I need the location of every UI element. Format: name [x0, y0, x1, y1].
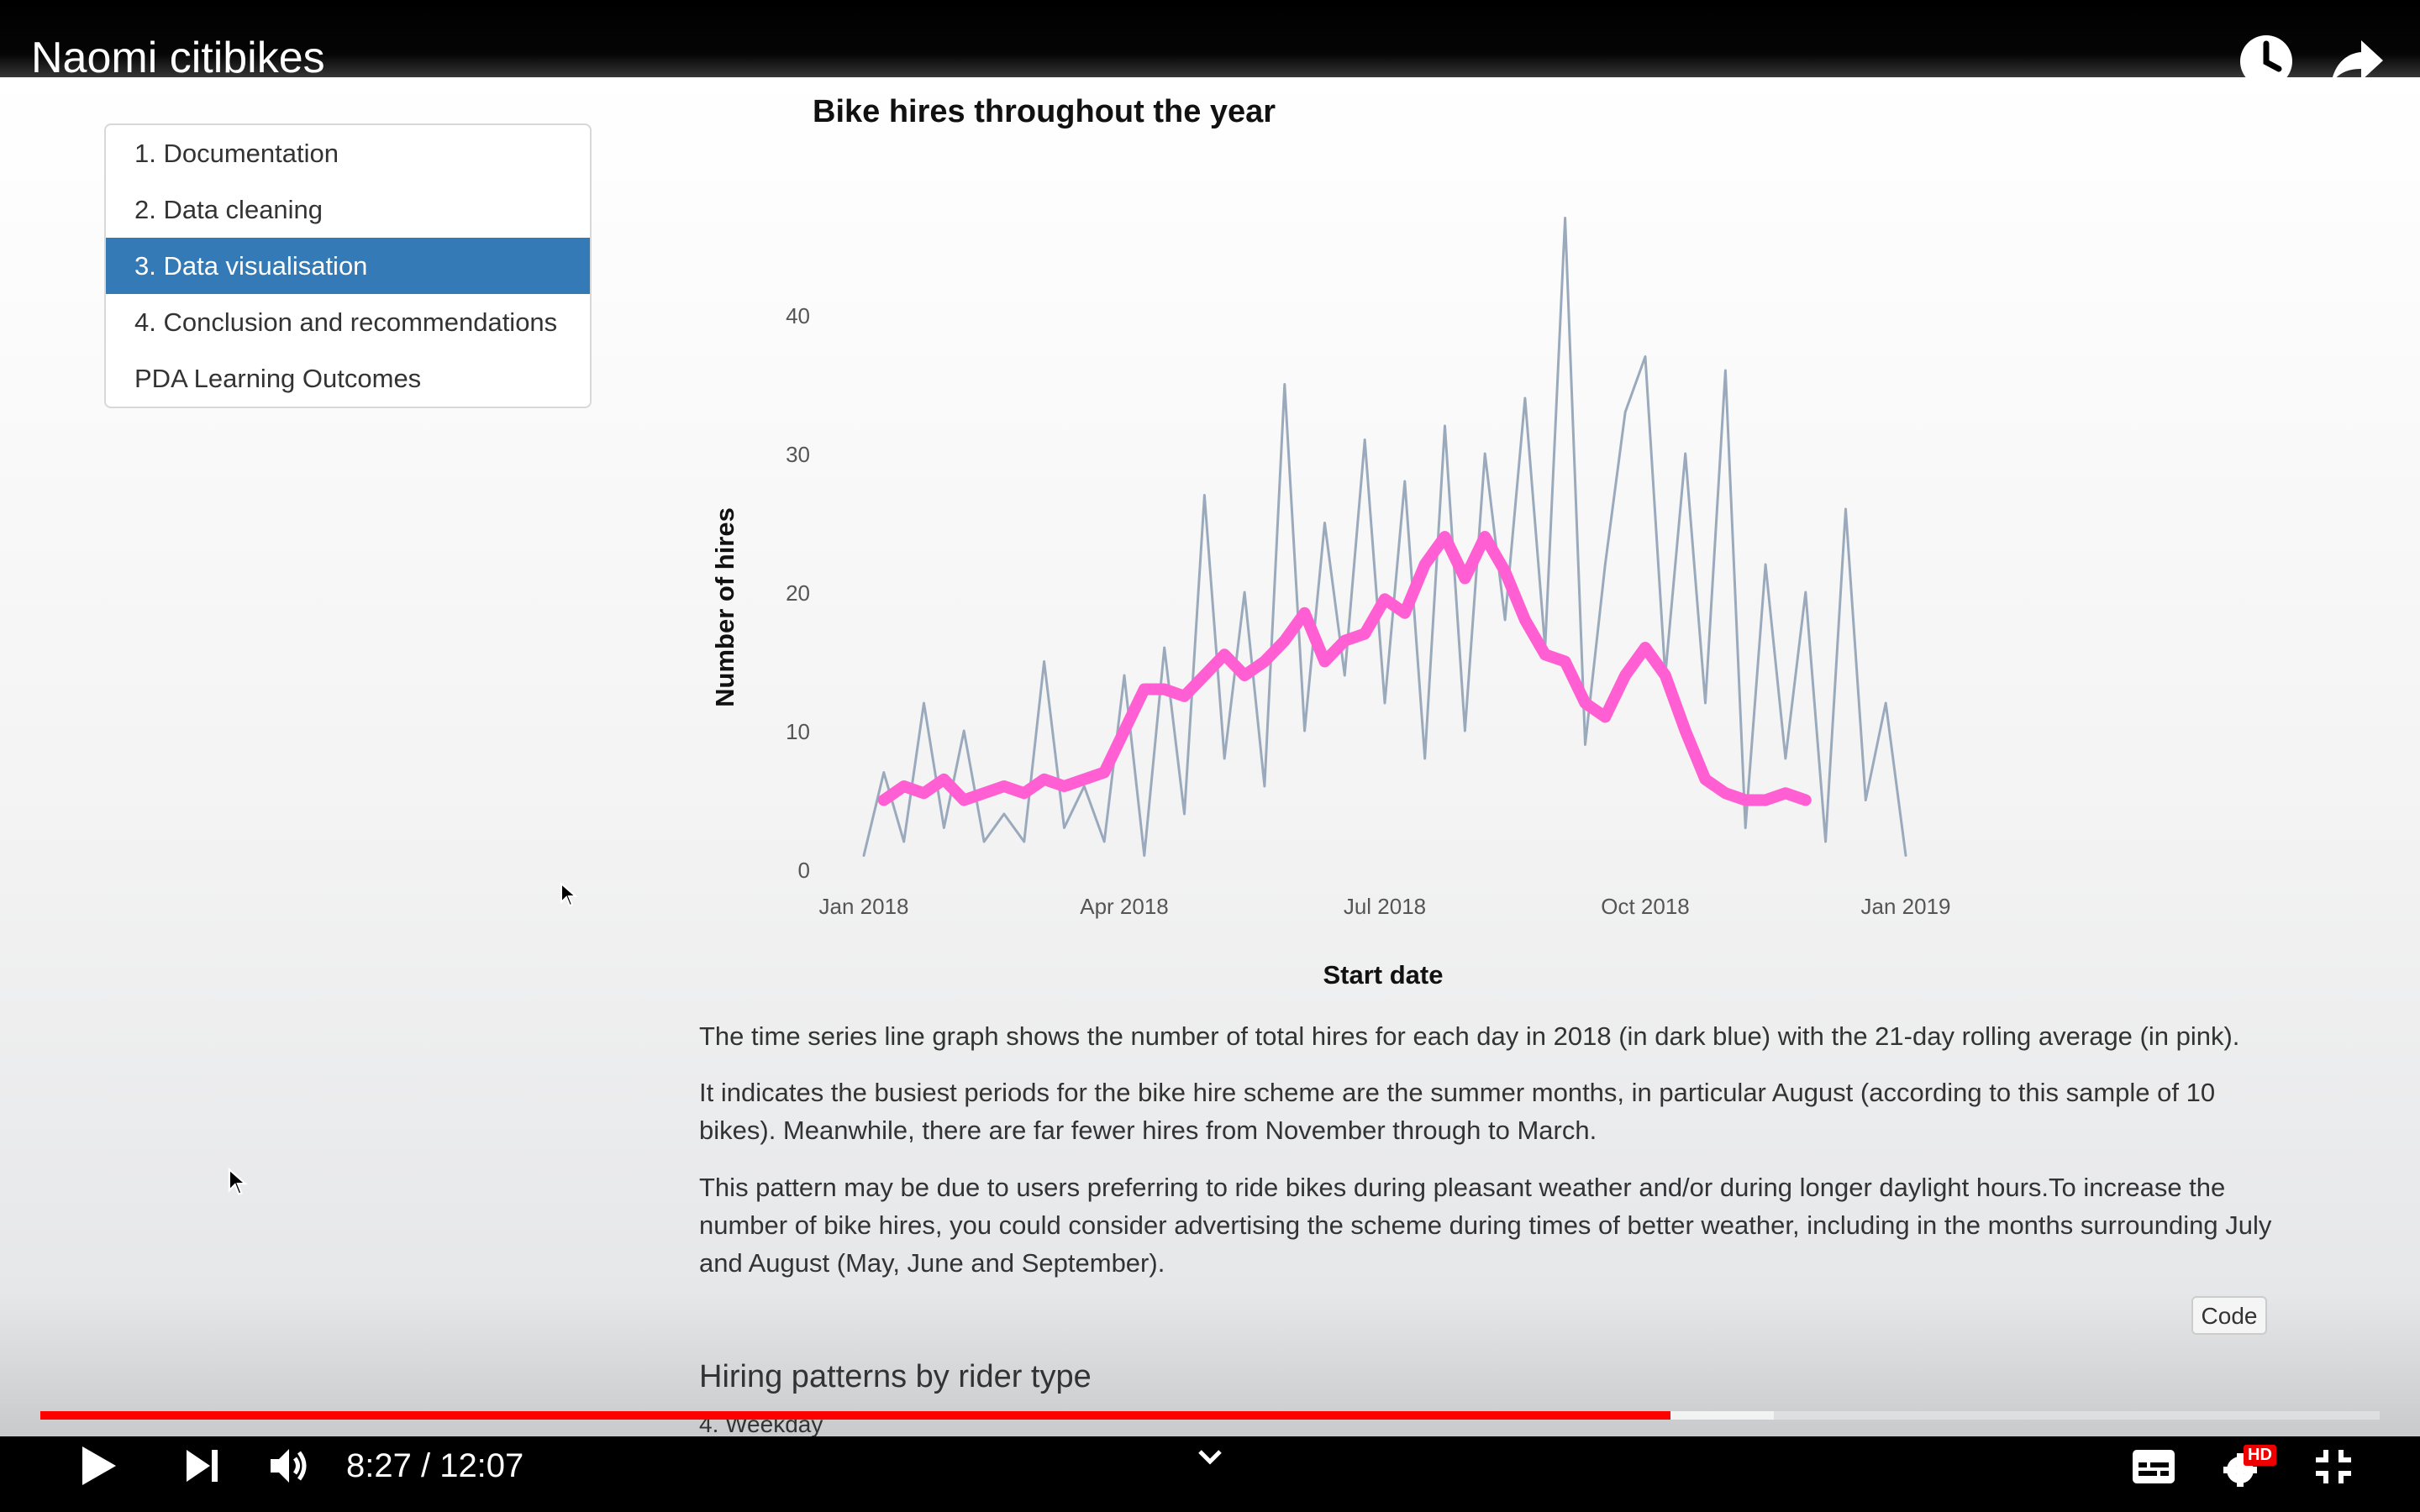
x-axis-title: Start date	[1323, 960, 1444, 990]
x-tick-label: Jul 2018	[1344, 894, 1426, 919]
fullscreen-exit-icon[interactable]	[2312, 1446, 2354, 1487]
time-series-chart: 0 10 20 30 40 Jan 2018 Apr 2018 Jul 2018 Oct 201…	[710, 217, 1951, 990]
hd-badge: HD	[2244, 1445, 2276, 1466]
progress-bar[interactable]	[40, 1411, 2380, 1420]
paragraph-busiest-periods: It indicates the busiest periods for the…	[699, 1078, 2216, 1145]
paragraph-summary: The time series line graph shows the num…	[699, 1021, 2240, 1051]
share-icon[interactable]	[2328, 32, 2386, 91]
video-control-bar	[0, 1436, 2420, 1512]
y-tick-label: 0	[798, 858, 810, 883]
toc-item-pda-outcomes[interactable]: PDA Learning Outcomes	[134, 364, 422, 393]
play-icon[interactable]	[77, 1443, 119, 1488]
table-of-contents: 1. Documentation 2. Data cleaning 3. Dat…	[104, 123, 592, 408]
next-icon[interactable]	[183, 1446, 222, 1485]
clock-icon[interactable]	[2237, 32, 2296, 91]
x-tick-label: Apr 2018	[1080, 894, 1169, 919]
y-tick-label: 30	[786, 442, 810, 467]
y-tick-label: 20	[786, 580, 810, 606]
series-line-rolling-average	[877, 531, 1812, 806]
x-tick-label: Jan 2019	[1861, 894, 1951, 919]
toc-item-conclusion[interactable]: 4. Conclusion and recommendations	[134, 307, 558, 337]
x-tick-label: Oct 2018	[1601, 894, 1690, 919]
y-tick-label: 40	[786, 303, 810, 328]
section-heading: Hiring patterns by rider type	[699, 1359, 1092, 1394]
series-line-daily-hires	[862, 217, 1907, 857]
toc-item-data-visualisation[interactable]: 3. Data visualisation	[106, 238, 590, 294]
video-title[interactable]: Naomi citibikes	[31, 34, 325, 82]
volume-icon[interactable]	[267, 1445, 313, 1487]
toc-item-documentation[interactable]: 1. Documentation	[134, 139, 339, 168]
code-button[interactable]: Code	[2191, 1296, 2267, 1335]
mouse-cursor-icon	[560, 882, 578, 907]
mouse-cursor-icon	[228, 1168, 248, 1195]
x-tick-label: Jan 2018	[819, 894, 909, 919]
y-tick-label: 10	[786, 719, 810, 744]
y-axis-title: Number of hires	[710, 507, 739, 707]
subtitles-icon[interactable]	[2131, 1448, 2176, 1485]
chevron-down-icon[interactable]	[1197, 1448, 1223, 1467]
time-display: 8:27 / 12:07	[346, 1447, 524, 1484]
toc-item-data-cleaning[interactable]: 2. Data cleaning	[134, 195, 324, 224]
paragraph-recommendation: This pattern may be due to users preferr…	[699, 1173, 2272, 1278]
video-top-bar: Naomi citibikes	[0, 0, 2420, 87]
progress-played	[40, 1411, 1671, 1420]
chart-title: Bike hires throughout the year	[813, 94, 1276, 129]
document-page: 1. Documentation 2. Data cleaning 3. Dat…	[0, 74, 2420, 1436]
